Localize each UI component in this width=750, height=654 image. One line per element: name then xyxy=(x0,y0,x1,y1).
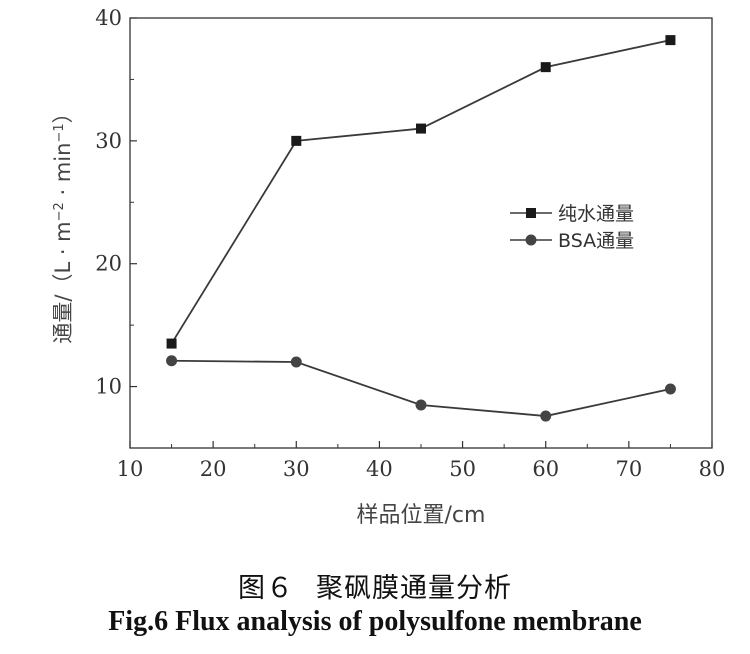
y-tick-label: 30 xyxy=(95,129,122,153)
y-axis-label-part: 通量/（L · m xyxy=(51,221,75,343)
line-chart: 10 20 30 40 50 60 70 80 10 20 30 40 纯水通量 BSA通量 样品位置/… xyxy=(51,6,725,528)
x-tick-label: 70 xyxy=(615,457,642,481)
figure-number: 图６ xyxy=(238,573,294,604)
series-2 xyxy=(166,355,676,422)
x-tick-label: 80 xyxy=(699,457,726,481)
y-axis-label-part: · min xyxy=(51,143,75,203)
data-point-circle xyxy=(166,355,178,367)
x-tick-label: 50 xyxy=(449,457,476,481)
legend-item-2: BSA通量 xyxy=(510,230,634,252)
y-axis-label-superscript: −2 xyxy=(52,202,67,221)
legend-label: BSA通量 xyxy=(558,230,634,252)
figure-caption-en: Fig.6 Flux analysis of polysulfone membr… xyxy=(108,606,642,637)
legend: 纯水通量 BSA通量 xyxy=(510,203,634,252)
legend-marker-circle xyxy=(525,234,537,246)
x-axis-label: 样品位置/cm xyxy=(357,503,486,528)
data-point-circle xyxy=(540,410,552,422)
legend-label: 纯水通量 xyxy=(558,203,634,225)
data-point-circle xyxy=(664,383,676,395)
y-tick-label: 40 xyxy=(95,6,122,30)
series-1 xyxy=(166,35,676,349)
data-point-square xyxy=(291,135,302,146)
x-tick-label: 30 xyxy=(283,457,310,481)
data-point-square xyxy=(416,123,426,134)
legend-item-1: 纯水通量 xyxy=(510,203,634,225)
data-point-square xyxy=(166,338,177,349)
y-axis-label-superscript: −1 xyxy=(52,123,67,142)
x-tick-label: 10 xyxy=(117,457,144,481)
y-tick-label: 20 xyxy=(95,252,122,276)
series-line xyxy=(170,39,671,345)
y-tick-label: 10 xyxy=(95,375,122,399)
x-tick-label: 40 xyxy=(366,457,393,481)
y-axis-label-part: ） xyxy=(51,102,75,123)
x-tick-label: 60 xyxy=(532,457,559,481)
data-point-square xyxy=(665,35,676,46)
tick-marks: 10 20 30 40 50 60 70 80 10 20 30 40 xyxy=(95,6,725,481)
series-layer xyxy=(166,35,676,422)
y-axis-label: 通量/（L · m−2 · min−1） xyxy=(51,102,75,343)
x-tick-label: 20 xyxy=(200,457,227,481)
data-point-circle xyxy=(415,399,427,411)
figure-caption-cn: 图６ 聚砜膜通量分析 xyxy=(0,566,750,605)
data-point-circle xyxy=(290,356,302,368)
legend-marker-square xyxy=(526,208,536,218)
data-point-square xyxy=(540,62,551,73)
figure-title-cn: 聚砜膜通量分析 xyxy=(316,573,512,604)
axis-labels: 样品位置/cm 通量/（L · m−2 · min−1） xyxy=(51,102,485,528)
